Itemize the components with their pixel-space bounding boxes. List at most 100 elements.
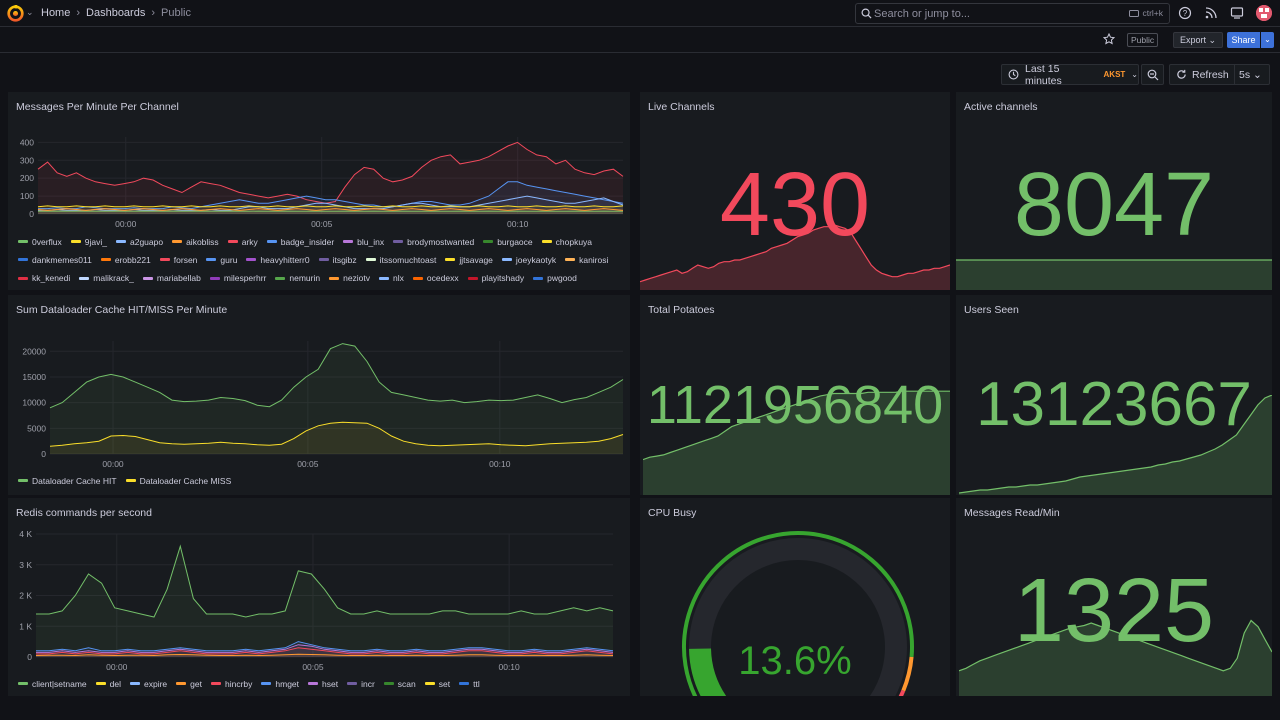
share-button[interactable]: Share [1227,32,1260,48]
series-line [36,644,614,653]
legend-item[interactable]: mariabellab [142,272,201,285]
gauge-threshold-arc [901,656,914,692]
legend-item[interactable]: brodymostwanted [393,235,474,248]
legend-item[interactable]: pwgood [533,272,577,285]
legend-item[interactable]: neziotv [329,272,370,285]
legend-item[interactable]: milesperhrr [209,272,266,285]
legend-item[interactable]: del [95,677,121,690]
legend-item[interactable]: erobb221 [100,253,151,266]
legend-swatch [159,258,170,262]
legend-item[interactable]: badge_insider [266,235,334,248]
star-icon[interactable] [1103,33,1115,45]
export-button[interactable]: Export ⌄ [1173,32,1224,48]
legend-swatch [142,276,153,280]
legend-item[interactable]: chopkuya [541,235,593,248]
legend-item[interactable]: incr [347,677,375,690]
legend-item[interactable]: malikrack_ [79,272,134,285]
legend-label: chopkuya [555,236,593,247]
legend-label: ocedexx [426,273,459,284]
legend-item[interactable]: guru [206,253,237,266]
refresh-button-label[interactable]: Refresh [1192,69,1229,81]
panel-users-seen[interactable]: Users Seen 13123667 [956,295,1272,495]
gauge-threshold-arc [898,689,906,696]
legend-item[interactable]: heavyhitterr0 [246,253,310,266]
legend-swatch [18,682,28,685]
legend-item[interactable]: expire [130,677,167,690]
legend-item[interactable]: playitshady [467,272,524,285]
legend-swatch [483,240,494,243]
panel-cpu-busy[interactable]: CPU Busy 13.6% [640,498,950,696]
legend-item[interactable]: nlx [379,272,404,285]
legend-item[interactable]: itsgibz [318,253,357,266]
time-range-picker[interactable]: Last 15 minutes AKST ⌄ [1001,63,1139,87]
legend-item[interactable]: scan [383,677,416,690]
legend-swatch [365,258,376,262]
legend-item[interactable]: ocedexx [412,272,459,285]
legend-item[interactable]: dankmemes011 [18,253,92,266]
legend-item[interactable]: blu_inx [343,235,384,248]
legend-item[interactable]: ttl [459,677,480,690]
legend-item[interactable]: get [176,677,202,690]
legend-item[interactable]: kanirosi [565,253,608,266]
legend-label: hset [322,678,339,689]
legend-item[interactable]: nemurin [275,272,320,285]
legend-item[interactable]: kk_kenedi [18,272,70,285]
breadcrumb-dashboards[interactable]: Dashboards [86,7,146,19]
avatar[interactable] [1256,5,1272,21]
legend-label: kanirosi [579,254,609,265]
zoom-out-button[interactable] [1141,64,1164,85]
legend-label: nlx [393,273,404,284]
monitor-icon[interactable] [1230,6,1244,20]
search-input[interactable]: Search or jump to... ctrl+k [855,3,1170,24]
legend-item[interactable]: 0verflux [18,235,62,248]
legend-label: guru [220,254,238,265]
export-label: Export [1180,35,1207,45]
legend-item[interactable]: client|setname [18,677,87,690]
sparkline [959,395,1272,495]
chart-legend: 0verflux 9javi_ a2guapo aikobliss arky badge_… [18,235,623,288]
legend-swatch [95,682,106,685]
legend-label: get [190,678,202,689]
legend-item[interactable]: a2guapo [115,235,163,248]
panel-messages-per-minute[interactable]: Messages Per Minute Per Channel 0 100 200 3… [8,92,630,290]
refresh-interval-select[interactable]: 5s ⌄ [1239,69,1262,81]
legend-item[interactable]: 9javi_ [70,235,107,248]
legend-item[interactable]: burgaoce [483,235,533,248]
legend-item[interactable]: set [424,677,450,690]
legend-item[interactable]: Dataloader Cache MISS [125,474,231,487]
panel-messages-read[interactable]: Messages Read/Min 1325 [956,498,1272,696]
legend-item[interactable]: jjtsavage [445,253,493,266]
legend-swatch [18,479,28,482]
legend-item[interactable]: aikobliss [172,235,219,248]
legend-item[interactable]: arky [227,235,258,248]
refresh-icon [1177,69,1186,79]
legend-item[interactable]: Dataloader Cache HIT [18,474,117,487]
panel-live-channels[interactable]: Live Channels 430 [640,92,950,290]
legend-swatch [565,258,576,262]
panel-total-potatoes[interactable]: Total Potatoes 1121956840 [640,295,950,495]
panel-title: Sum Dataloader Cache HIT/MISS Per Minute [16,304,228,316]
legend-item[interactable]: itssomuchtoast [365,253,436,266]
legend-label: blu_inx [357,236,385,247]
panel-title: CPU Busy [648,507,697,519]
panel-dataloader-cache[interactable]: Sum Dataloader Cache HIT/MISS Per Minute… [8,295,630,495]
chevron-down-icon[interactable]: ⌄ [26,7,34,17]
panel-active-channels[interactable]: Active channels 8047 [956,92,1272,290]
share-menu-button[interactable]: ⌄ [1261,32,1274,48]
rss-icon[interactable] [1204,6,1218,20]
refresh-picker[interactable]: Refresh 5s ⌄ [1169,64,1270,85]
legend-item[interactable]: forsen [159,253,197,266]
legend-item[interactable]: hmget [261,677,299,690]
grafana-logo-icon[interactable] [7,5,24,22]
legend-item[interactable]: joeykaotyk [501,253,557,266]
y-tick-label: 0 [29,209,34,219]
gauge-value: 13.6% [738,639,852,683]
legend-label: joeykaotyk [515,254,557,265]
help-icon[interactable]: ? [1178,6,1192,20]
legend-label: incr [361,678,375,689]
legend-item[interactable]: hincrby [210,677,252,690]
legend-swatch [275,276,286,280]
legend-item[interactable]: hset [308,677,338,690]
breadcrumb-home[interactable]: Home [41,7,71,19]
